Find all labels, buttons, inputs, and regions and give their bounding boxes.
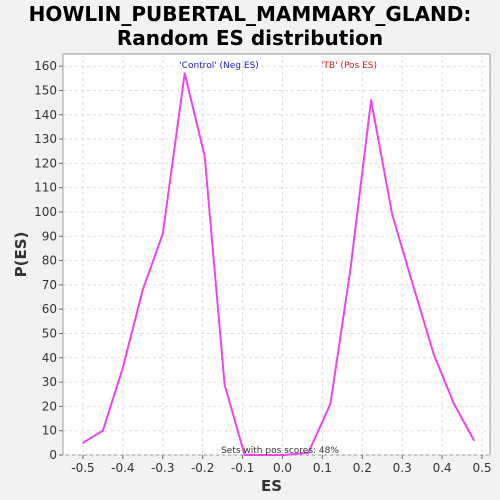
data-point <box>349 269 352 272</box>
x-axis-label: ES <box>261 477 282 495</box>
y-tick-label: 60 <box>42 302 57 316</box>
data-point <box>473 439 475 442</box>
y-tick-label: 10 <box>42 424 57 438</box>
data-point <box>307 451 310 454</box>
y-tick-label: 120 <box>34 156 57 170</box>
x-tick-label: -0.3 <box>151 461 174 475</box>
y-tick-label: 140 <box>34 108 57 122</box>
data-point <box>453 403 455 405</box>
data-point <box>203 155 206 157</box>
neg-es-annotation: 'Control' (Neg ES) <box>179 61 259 71</box>
data-point <box>433 354 435 357</box>
chart-title-line-1: HOWLIN_PUBERTAL_MAMMARY_GLAND: <box>28 2 472 26</box>
data-point <box>82 442 84 444</box>
x-tick-label: 0.2 <box>353 461 372 475</box>
data-point <box>370 99 372 101</box>
x-tick-label: 0.3 <box>393 461 412 475</box>
y-tick-label: 50 <box>42 326 57 340</box>
y-tick-label: 100 <box>34 205 57 219</box>
data-point <box>102 429 104 432</box>
y-tick-label: 0 <box>49 448 57 462</box>
pos-es-annotation: 'TB' (Pos ES) <box>321 61 377 71</box>
y-axis-label: P(ES) <box>12 232 30 278</box>
data-point <box>263 454 266 456</box>
y-tick-label: 150 <box>34 83 57 97</box>
chart-title-line-2: Random ES distribution <box>116 26 384 50</box>
y-tick-label: 90 <box>42 229 57 243</box>
x-tick-label: -0.2 <box>191 461 214 475</box>
y-tick-label: 130 <box>34 132 57 146</box>
chart-title: HOWLIN_PUBERTAL_MAMMARY_GLAND: Random ES… <box>0 2 500 50</box>
x-tick-label: 0.0 <box>273 461 292 475</box>
x-tick-label: -0.5 <box>71 461 94 475</box>
y-tick-label: 40 <box>42 351 57 365</box>
data-point <box>142 288 144 291</box>
x-tick-label: 0.1 <box>313 461 332 475</box>
x-tick-label: -0.1 <box>231 461 254 475</box>
y-tick-label: 80 <box>42 254 57 268</box>
y-tick-label: 20 <box>42 399 57 413</box>
data-point <box>223 383 226 386</box>
plot-area <box>62 53 491 456</box>
x-tick-label: 0.5 <box>472 461 491 475</box>
series-line <box>82 72 475 456</box>
y-tick-label: 70 <box>42 278 57 292</box>
x-tick-label: -0.4 <box>111 461 134 475</box>
data-point <box>411 281 413 284</box>
data-point <box>391 213 394 216</box>
data-point <box>183 72 186 75</box>
data-point <box>243 454 246 456</box>
y-tick-label: 110 <box>34 181 57 195</box>
pos-score-annotation: Sets with pos scores: 48% <box>221 446 339 456</box>
y-tick-label: 160 <box>34 59 57 73</box>
x-tick-label: 0.4 <box>433 461 452 475</box>
y-tick-label: 30 <box>42 375 57 389</box>
data-point <box>283 454 286 456</box>
data-point <box>122 366 124 369</box>
data-point <box>329 403 332 405</box>
data-point <box>161 233 164 235</box>
